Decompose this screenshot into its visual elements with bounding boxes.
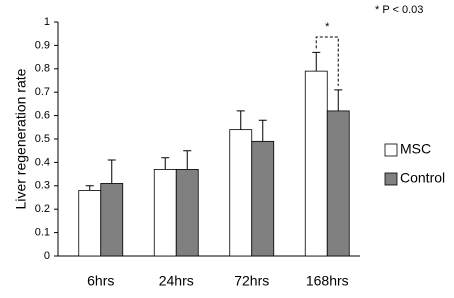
error-bar (236, 110, 245, 130)
bar (153, 169, 177, 257)
error-bar (161, 157, 170, 170)
y-tick-label: 0.7 (35, 86, 50, 98)
bar (78, 190, 102, 257)
bar (175, 169, 199, 257)
bar (326, 110, 350, 257)
legend-label: MSC (400, 141, 431, 157)
bar (251, 140, 275, 257)
bar (304, 70, 328, 257)
y-tick-label: 0.6 (35, 110, 50, 122)
x-tick-label: 72hrs (234, 273, 269, 289)
y-tick-label: 0.5 (35, 133, 50, 145)
legend-swatch (384, 143, 398, 157)
y-tick-label: 1 (44, 16, 50, 28)
x-tick-label: 168hrs (306, 273, 349, 289)
legend-swatch (384, 172, 398, 186)
error-bar (183, 150, 192, 170)
bar (100, 183, 124, 257)
y-tick-label: 0 (44, 250, 50, 262)
error-bar (312, 51, 321, 72)
y-tick-label: 0.4 (35, 156, 50, 168)
legend-label: Control (400, 170, 445, 186)
error-bar (107, 159, 116, 184)
y-tick-label: 0.1 (35, 227, 50, 239)
annotation: * P < 0.03 (375, 4, 423, 16)
significance-bracket (315, 36, 339, 86)
bar (229, 129, 253, 257)
y-tick-label: 0.2 (35, 203, 50, 215)
error-bar (258, 119, 267, 142)
x-tick-label: 6hrs (87, 273, 114, 289)
error-bar (334, 89, 343, 111)
y-axis-label: Liver regeneration rate (13, 68, 29, 209)
x-tick-label: 24hrs (159, 273, 194, 289)
y-tick-label: 0.9 (35, 39, 50, 51)
error-bar (85, 185, 94, 191)
y-tick-label: 0.3 (35, 180, 50, 192)
y-tick-label: 0.8 (35, 63, 50, 75)
significance-label: * (325, 21, 330, 33)
